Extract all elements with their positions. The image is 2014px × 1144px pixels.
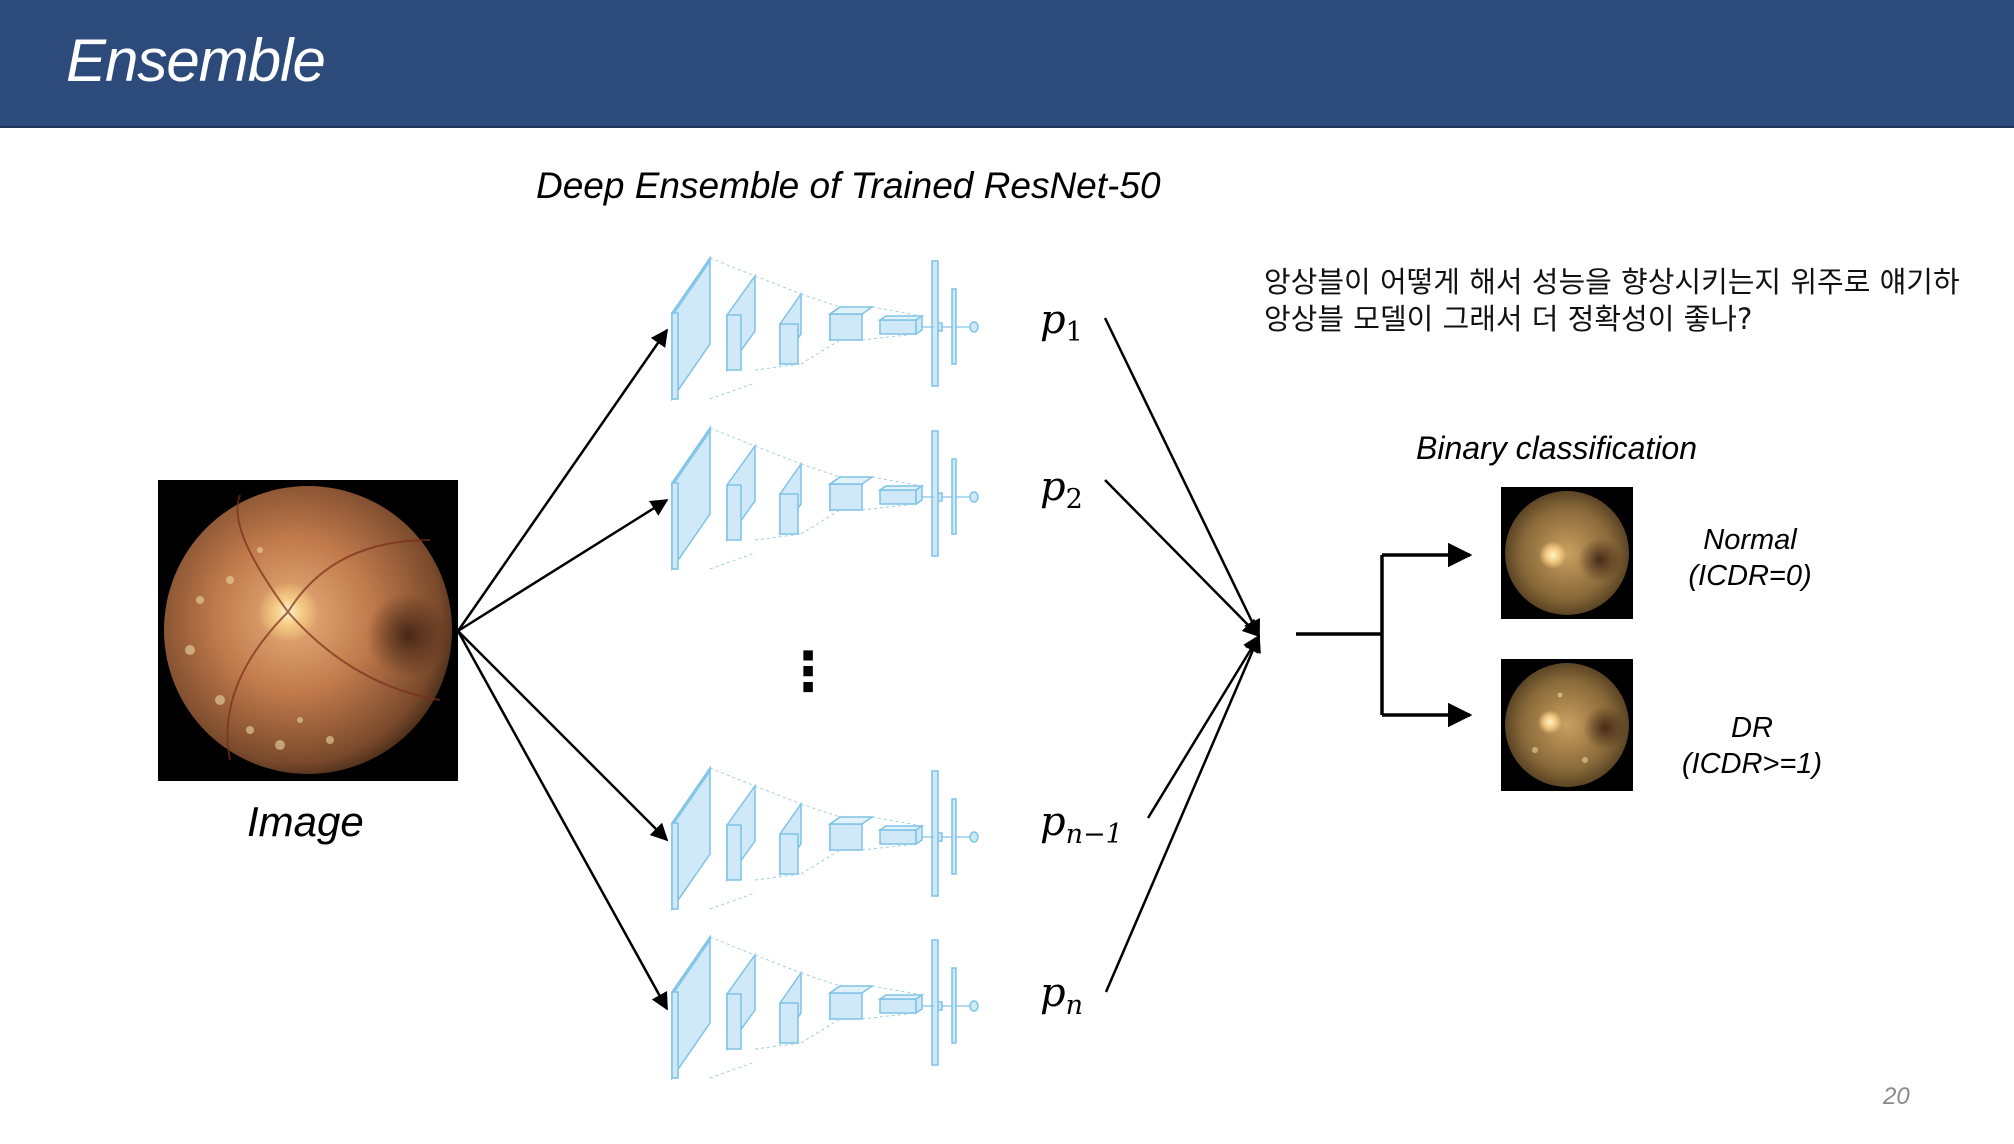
resnet-model-2: [671, 427, 979, 570]
dr-fundus-image: [1501, 659, 1633, 791]
output-label-p1: p1: [1040, 297, 1083, 348]
speaker-note-line-1: 앙상블이 어떻게 해서 성능을 향상시키는지 위주로 얘기하: [1264, 265, 1960, 299]
class-normal-name: Normal: [1703, 524, 1798, 556]
model-ellipsis: ⋮: [781, 640, 835, 703]
output-label-pn: pn: [1040, 970, 1083, 1021]
output-label-pn-minus-1: pn−1: [1040, 799, 1123, 850]
input-arrows: [456, 328, 669, 1011]
resnet-model-1: [671, 257, 979, 400]
speaker-note-line-2: 앙상블 모델이 그래서 더 정확성이 좋나?: [1264, 302, 1753, 336]
output-label-p2: p2: [1040, 464, 1083, 515]
classification-heading: Binary classification: [1416, 430, 1697, 466]
slide-title: Ensemble: [66, 27, 326, 94]
class-dr-detail: (ICDR>=1): [1682, 748, 1822, 780]
aggregation-arrows: [1103, 317, 1261, 993]
classification-branch: [1296, 542, 1473, 728]
input-label: Image: [247, 798, 364, 845]
class-normal-detail: (ICDR=0): [1688, 560, 1811, 592]
input-fundus-image: [158, 480, 458, 781]
resnet-model-n: [671, 936, 979, 1079]
page-number: 20: [1882, 1083, 1910, 1110]
class-dr-name: DR: [1731, 712, 1773, 744]
normal-fundus-image: [1501, 487, 1633, 619]
title-bar: Ensemble: [0, 0, 2014, 128]
diagram-heading: Deep Ensemble of Trained ResNet-50: [536, 165, 1161, 206]
resnet-model-n-minus-1: [671, 767, 979, 910]
